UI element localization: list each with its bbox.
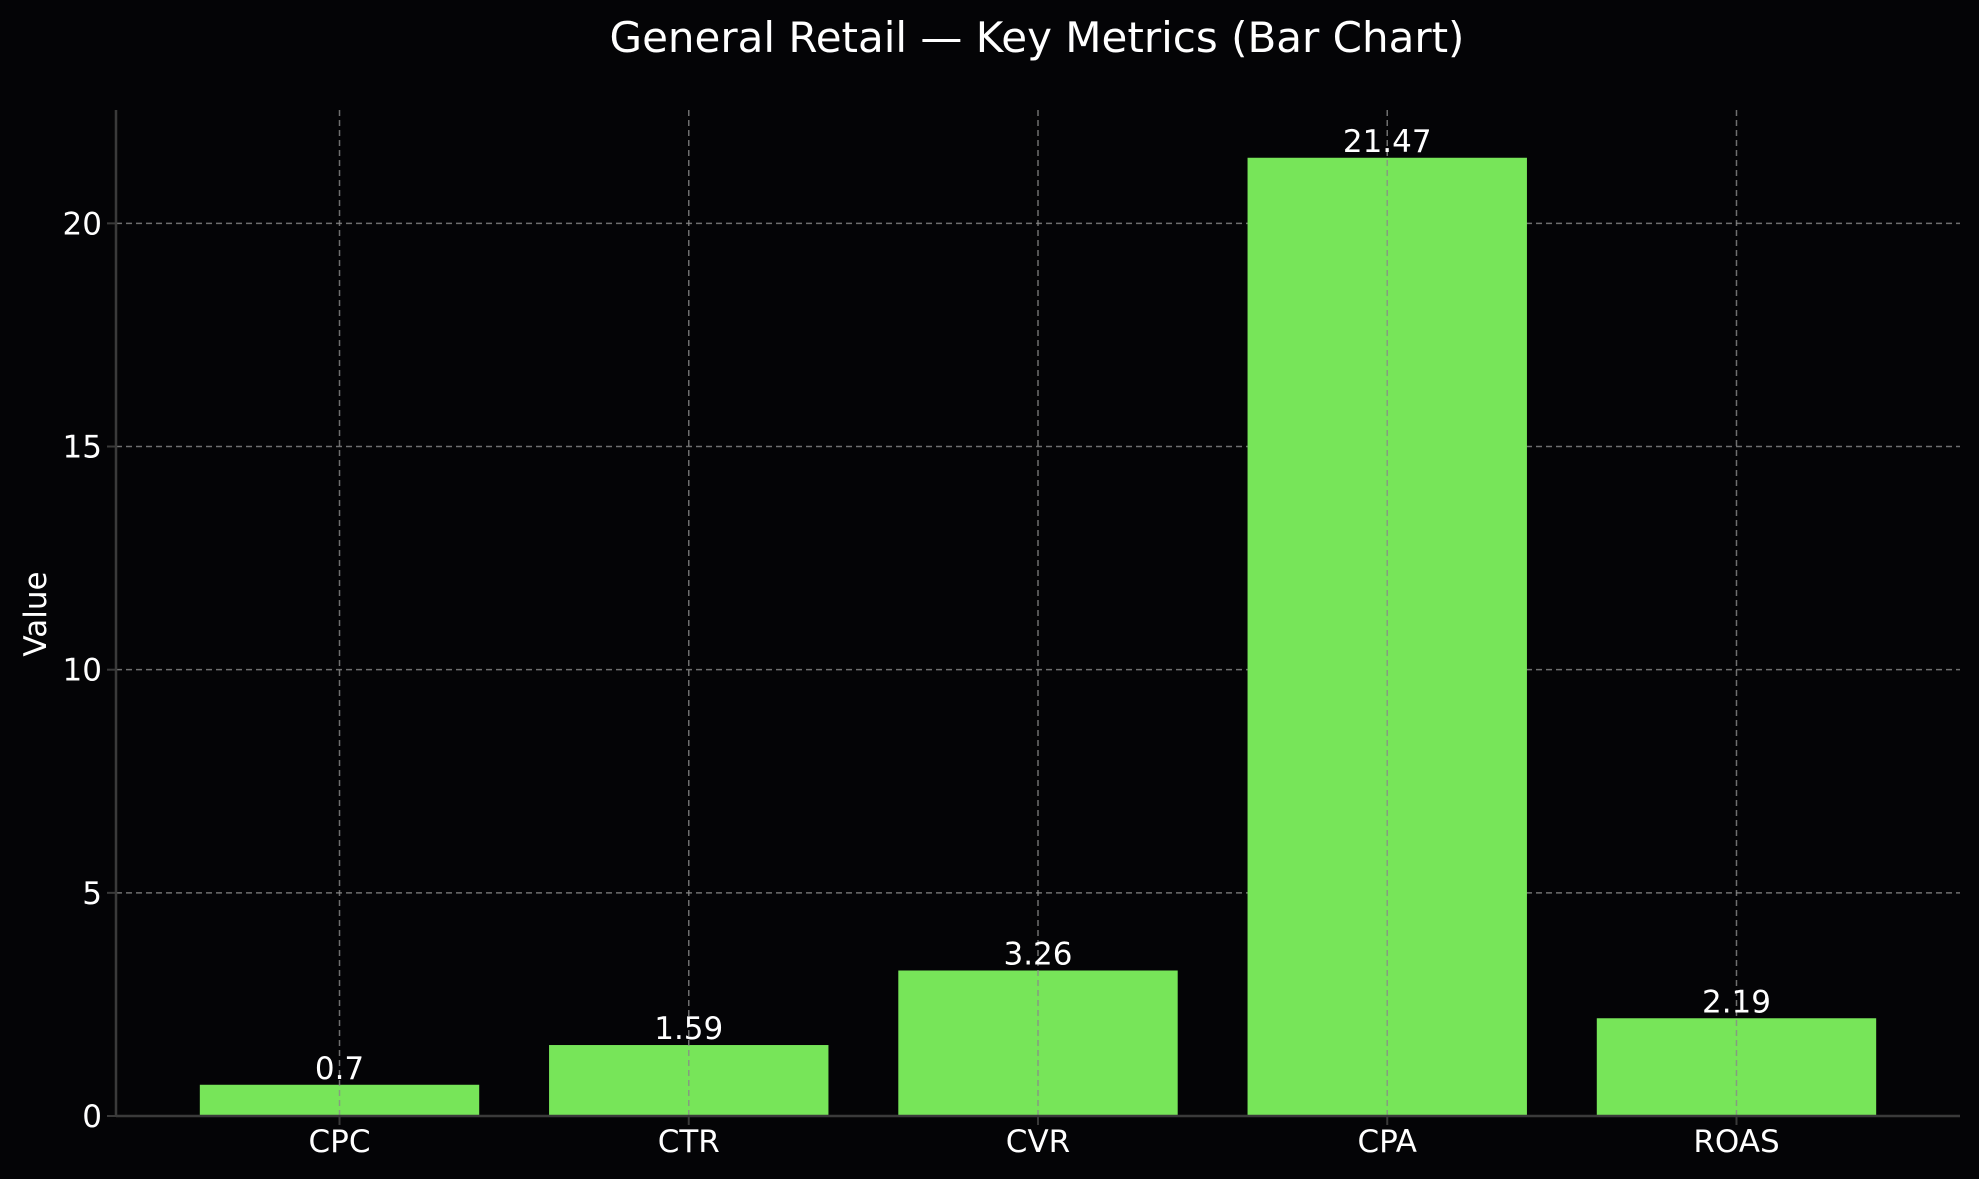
x-tick-label: CPC — [309, 1124, 371, 1160]
y-tick-label: 15 — [63, 430, 102, 466]
chart-title: General Retail — Key Metrics (Bar Chart) — [610, 13, 1465, 62]
x-tick-label: CVR — [1006, 1124, 1070, 1160]
data-label: 2.19 — [1702, 984, 1771, 1020]
data-label: 1.59 — [654, 1011, 723, 1047]
y-tick-label: 5 — [82, 876, 102, 912]
data-labels: 0.7 1.59 3.26 21.47 2.19 — [315, 124, 1771, 1087]
bar-cpa — [1247, 157, 1527, 1117]
data-label: 21.47 — [1343, 124, 1432, 160]
data-label: 3.26 — [1003, 937, 1072, 973]
vertical-grid-lines — [338, 110, 1738, 1116]
y-tick-label: 20 — [63, 206, 102, 242]
x-tick-label: CPA — [1357, 1124, 1417, 1160]
data-label: 0.7 — [315, 1051, 364, 1087]
x-axis-ticks: CPC CTR CVR CPA ROAS — [309, 1116, 1780, 1160]
y-axis-ticks: 0 5 10 15 20 — [63, 206, 116, 1135]
y-axis-label: Value — [18, 571, 54, 656]
y-tick-label: 10 — [63, 653, 102, 689]
x-tick-label: CTR — [658, 1124, 720, 1160]
y-tick-label: 0 — [82, 1099, 102, 1135]
x-tick-label: ROAS — [1693, 1124, 1779, 1160]
